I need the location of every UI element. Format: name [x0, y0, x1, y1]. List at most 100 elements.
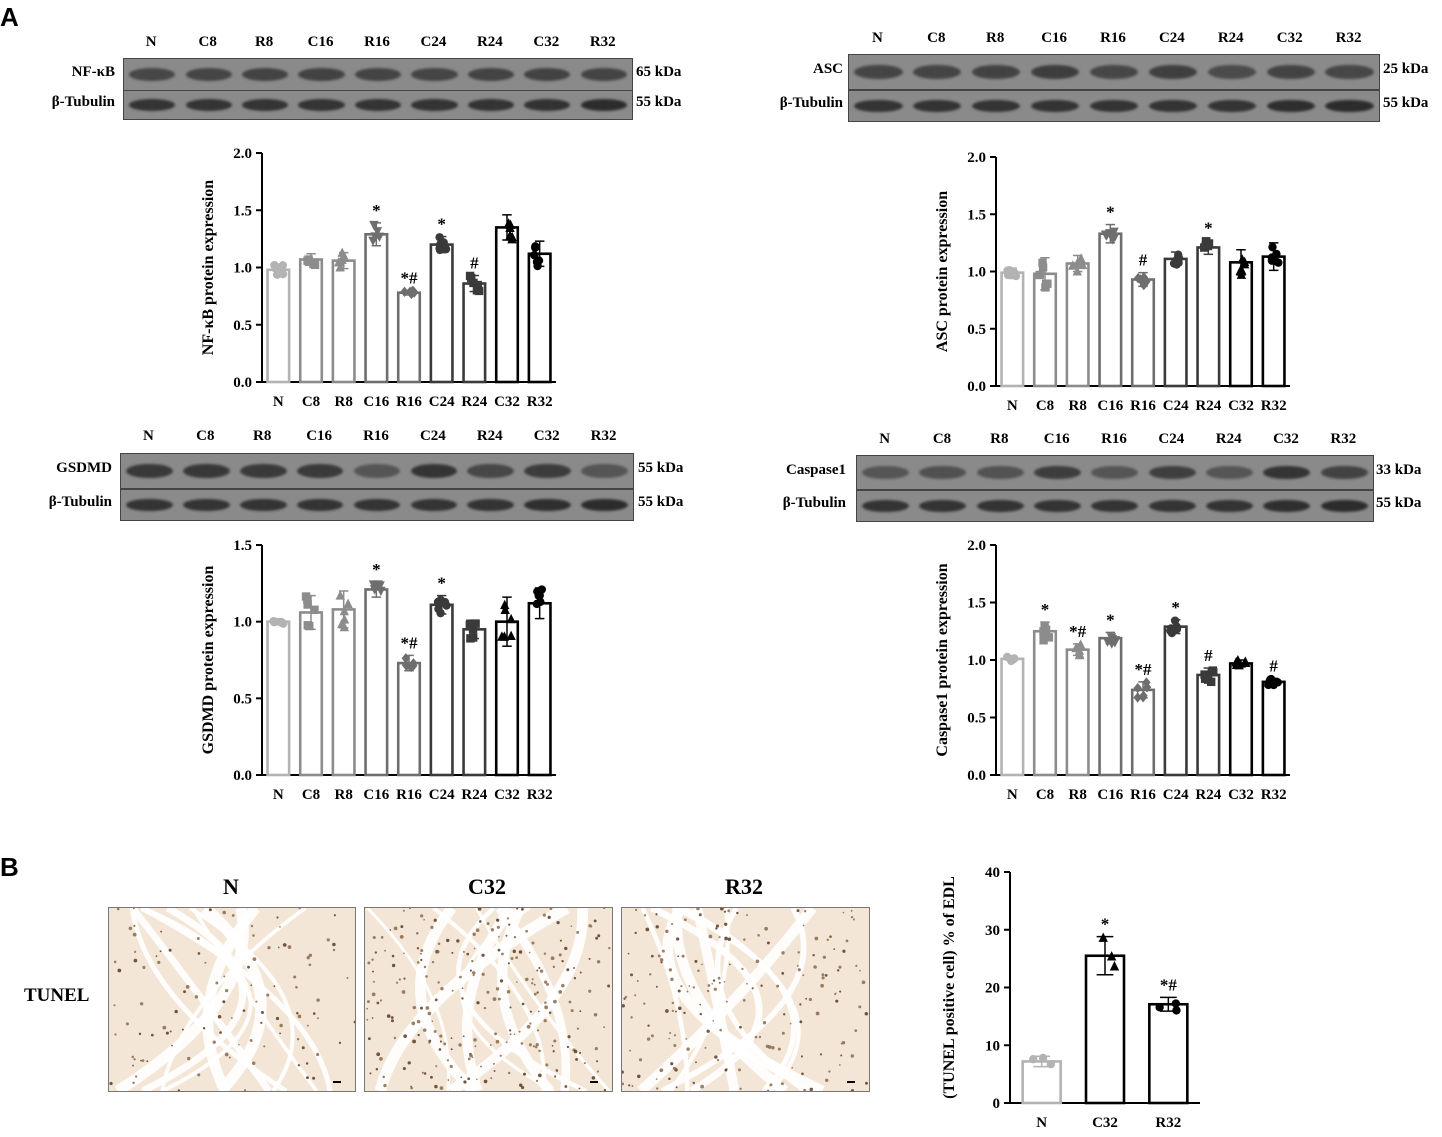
nucleus-dot — [767, 1089, 769, 1091]
nucleus-dot — [838, 1064, 841, 1066]
nucleus-dot — [420, 958, 423, 962]
y-tick-label: 0.5 — [967, 322, 986, 338]
x-tick-label: C32 — [1092, 1115, 1118, 1131]
nucleus-dot — [439, 1040, 442, 1043]
blot-strip-gsdmd — [120, 453, 634, 489]
nucleus-dot — [495, 987, 500, 991]
fiber-gap — [432, 908, 547, 1091]
nucleus-dot — [462, 1035, 465, 1038]
nucleus-dot — [519, 1083, 523, 1087]
nucleus-dot — [420, 1006, 423, 1010]
nucleus-dot — [225, 988, 229, 993]
nucleus-dot — [800, 1055, 803, 1058]
nucleus-dot — [273, 985, 276, 988]
nucleus-dot — [655, 913, 658, 916]
significance-mark: # — [1139, 251, 1148, 270]
nucleus-dot — [403, 977, 406, 980]
nucleus-dot — [669, 1031, 672, 1035]
nucleus-dot — [712, 1020, 715, 1022]
nucleus-dot — [260, 1011, 264, 1015]
nucleus-dot — [627, 952, 630, 955]
lane-label-r32: R32 — [1330, 431, 1357, 447]
nucleus-dot — [660, 961, 663, 964]
nucleus-dot — [781, 951, 785, 955]
lane-label-r8: R8 — [990, 431, 1009, 447]
y-tick-label: 1.5 — [967, 207, 986, 223]
nucleus-dot — [187, 1056, 191, 1061]
lane-label-c32: C32 — [1276, 30, 1303, 46]
y-tick-label: 0.5 — [967, 711, 986, 727]
y-tick-label: 0.5 — [233, 691, 252, 707]
data-point — [278, 261, 288, 270]
nucleus-dot — [375, 1067, 379, 1071]
nucleus-dot — [380, 936, 384, 939]
data-point — [1044, 633, 1054, 642]
nucleus-dot — [681, 954, 685, 958]
nucleus-dot — [393, 1036, 397, 1040]
nucleus-dot — [114, 1033, 117, 1036]
nucleus-dot — [553, 1039, 557, 1043]
data-point — [1110, 232, 1120, 242]
data-point — [466, 634, 475, 643]
nucleus-dot — [704, 1046, 707, 1049]
data-point — [402, 660, 411, 672]
nucleus-dot — [467, 1057, 471, 1061]
data-point — [440, 597, 450, 607]
data-point — [1142, 677, 1151, 688]
data-point — [1200, 670, 1209, 679]
nucleus-dot — [742, 999, 746, 1002]
panel-letter-b: B — [0, 852, 19, 882]
y-tick-label: 0.0 — [233, 375, 252, 391]
data-point — [335, 590, 345, 600]
lane-label-r16: R16 — [364, 34, 390, 50]
data-point — [1068, 260, 1078, 270]
nucleus-dot — [476, 1078, 478, 1081]
y-tick-label: 0 — [993, 1096, 1001, 1112]
nucleus-dot — [505, 934, 508, 937]
nucleus-dot — [390, 1019, 394, 1023]
nucleus-dot — [865, 1081, 868, 1085]
nucleus-dot — [512, 949, 517, 954]
y-axis-label: NF-κB protein expression — [200, 180, 217, 356]
nucleus-dot — [838, 965, 842, 969]
blot-band — [467, 67, 515, 81]
nucleus-dot — [842, 949, 846, 953]
nucleus-dot — [575, 1057, 578, 1061]
y-tick-label: 2.0 — [967, 150, 986, 166]
nucleus-dot — [776, 984, 780, 988]
blot-band — [183, 498, 230, 512]
nucleus-dot — [390, 1016, 394, 1019]
nucleus-dot — [402, 1066, 406, 1071]
nucleus-dot — [695, 1061, 697, 1064]
nucleus-dot — [416, 1019, 421, 1024]
nucleus-dot — [607, 984, 611, 988]
blot-band — [581, 498, 628, 512]
x-tick-label: C16 — [1097, 398, 1123, 414]
blot-band — [410, 498, 458, 512]
nucleus-dot — [116, 908, 120, 911]
data-point — [372, 227, 383, 237]
nucleus-dot — [433, 918, 437, 922]
blot-band — [1034, 499, 1082, 513]
blot-band — [126, 498, 173, 512]
significance-mark: # — [470, 254, 479, 273]
nucleus-dot — [841, 1041, 846, 1045]
nucleus-dot — [533, 983, 536, 986]
blot-band — [1091, 499, 1139, 513]
nucleus-dot — [833, 948, 836, 951]
y-tick-label: 20 — [985, 981, 1000, 997]
nucleus-dot — [263, 1045, 266, 1048]
nucleus-dot — [508, 923, 511, 926]
nucleus-dot — [544, 980, 548, 984]
nucleus-dot — [492, 1062, 495, 1065]
nucleus-dot — [671, 1009, 674, 1012]
blot-row-label: NF-κB — [71, 63, 115, 80]
nucleus-dot — [596, 1060, 599, 1063]
nucleus-dot — [711, 982, 714, 985]
nucleus-dot — [202, 1027, 206, 1030]
y-tick-label: 1.0 — [233, 261, 252, 277]
nucleus-dot — [547, 915, 551, 919]
nucleus-dot — [425, 975, 428, 978]
nucleus-dot — [434, 1084, 438, 1089]
